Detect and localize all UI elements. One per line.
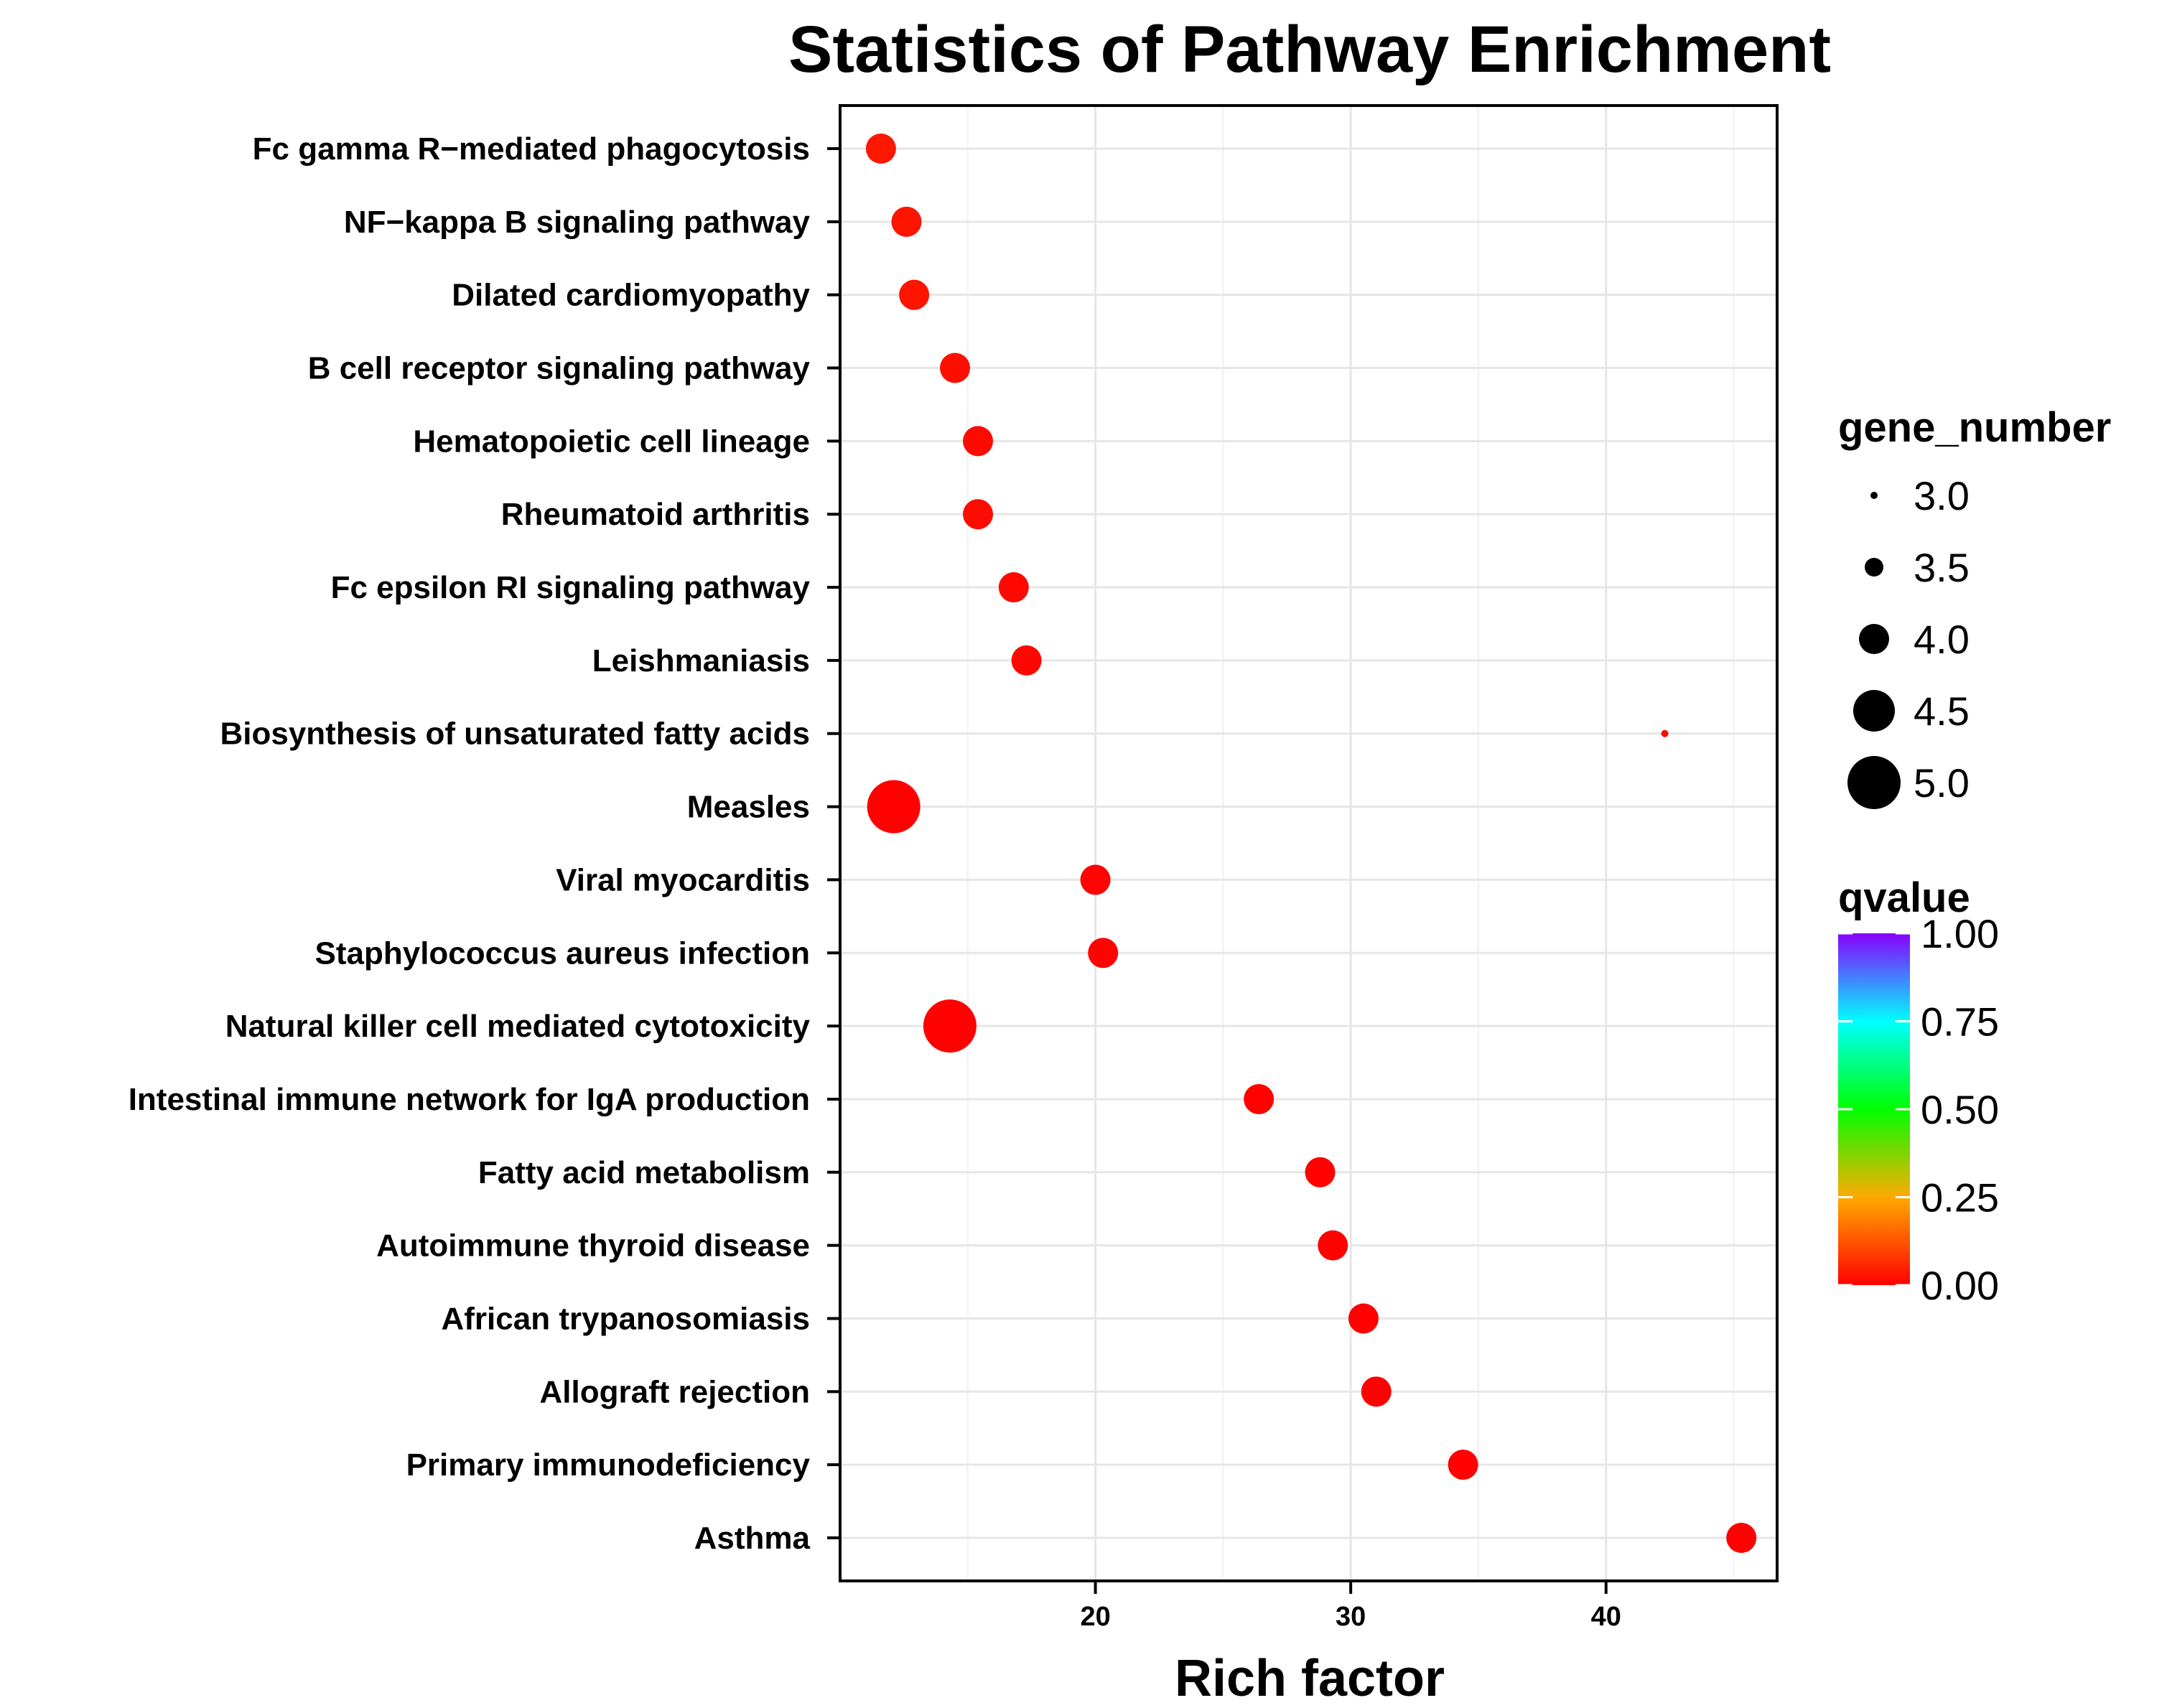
size-legend-dot: [1870, 492, 1878, 499]
chart-title: Statistics of Pathway Enrichment: [788, 13, 1831, 86]
data-point: [998, 572, 1029, 603]
y-tick-label: Viral myocarditis: [556, 862, 810, 897]
color-legend-label: 0.75: [1921, 999, 1999, 1045]
y-axis: Fc gamma R−mediated phagocytosis NF−kappa…: [129, 131, 840, 1556]
data-point: [1244, 1083, 1274, 1114]
data-point: [963, 426, 994, 457]
size-legend-dot: [1853, 690, 1895, 732]
y-tick-label: Measles: [687, 790, 810, 825]
data-point: [867, 780, 921, 834]
color-legend-label: 0.50: [1921, 1087, 1999, 1132]
data-point: [865, 134, 896, 164]
y-tick-label: Asthma: [694, 1521, 811, 1556]
y-tick-label: Natural killer cell mediated cytotoxicit…: [225, 1009, 811, 1044]
size-legend-dot: [1847, 756, 1901, 809]
size-legend: 3.0 3.5 4.0 4.5 5.0: [1847, 473, 1970, 809]
color-legend: 1.00 0.75 0.50 0.25 0.00: [1838, 911, 1999, 1308]
data-point: [1305, 1157, 1336, 1187]
size-legend-dot: [1865, 558, 1883, 577]
y-tick-label: NF−kappa B signaling pathway: [344, 205, 811, 240]
x-tick-label: 20: [1080, 1602, 1110, 1632]
x-tick-label: 40: [1591, 1602, 1621, 1632]
data-points: [865, 134, 1757, 1553]
size-legend-label: 3.0: [1914, 473, 1970, 518]
size-legend-dot: [1859, 624, 1889, 654]
y-tick-label: Biosynthesis of unsaturated fatty acids: [220, 717, 810, 752]
y-tick-label: Rheumatoid arthritis: [501, 497, 810, 532]
x-axis: 20 30 40: [1080, 1581, 1621, 1632]
x-tick-label: 30: [1336, 1602, 1366, 1632]
data-point: [899, 279, 930, 310]
plot-panel-border: [839, 104, 1779, 1582]
x-axis-label: Rich factor: [1175, 1650, 1445, 1707]
data-point: [1448, 1450, 1478, 1480]
size-legend-label: 4.0: [1914, 617, 1970, 662]
size-legend-label: 3.5: [1914, 545, 1970, 590]
y-tick-label: African trypanosomiasis: [442, 1301, 811, 1336]
data-point: [1348, 1303, 1379, 1334]
color-legend-label: 0.25: [1921, 1175, 1999, 1221]
plot-background: [840, 106, 1777, 1581]
data-point: [1080, 864, 1111, 895]
data-point: [1726, 1523, 1757, 1553]
data-point: [1361, 1376, 1392, 1407]
data-point: [1318, 1230, 1348, 1261]
y-tick-label: Autoimmune thyroid disease: [376, 1228, 810, 1264]
color-legend-label: 0.00: [1921, 1263, 1999, 1308]
y-tick-label: B cell receptor signaling pathway: [308, 351, 811, 386]
y-tick-label: Fatty acid metabolism: [478, 1155, 810, 1190]
grid-lines: [840, 106, 1777, 1581]
y-tick-label: Dilated cardiomyopathy: [452, 278, 810, 313]
data-point: [891, 206, 922, 237]
y-tick-label: Primary immunodeficiency: [406, 1447, 811, 1483]
size-legend-label: 5.0: [1914, 760, 1970, 806]
color-legend-title: qvalue: [1838, 874, 1970, 921]
y-tick-label: Leishmaniasis: [592, 643, 810, 678]
y-tick-label: Allograft rejection: [540, 1374, 811, 1409]
size-legend-label: 4.5: [1914, 689, 1970, 734]
color-legend-label: 1.00: [1921, 911, 1999, 956]
y-tick-label: Fc epsilon RI signaling pathway: [331, 570, 811, 605]
size-legend-title: gene_number: [1838, 404, 2111, 451]
data-point: [1661, 729, 1669, 737]
y-tick-label: Intestinal immune network for IgA produc…: [129, 1082, 810, 1117]
data-point: [923, 999, 977, 1053]
data-point: [940, 353, 971, 383]
y-tick-label: Hematopoietic cell lineage: [413, 424, 810, 459]
data-point: [1011, 645, 1042, 676]
data-point: [1088, 938, 1119, 969]
y-tick-label: Staphylococcus aureus infection: [315, 935, 811, 971]
data-point: [963, 499, 994, 530]
y-tick-label: Fc gamma R−mediated phagocytosis: [253, 131, 810, 167]
